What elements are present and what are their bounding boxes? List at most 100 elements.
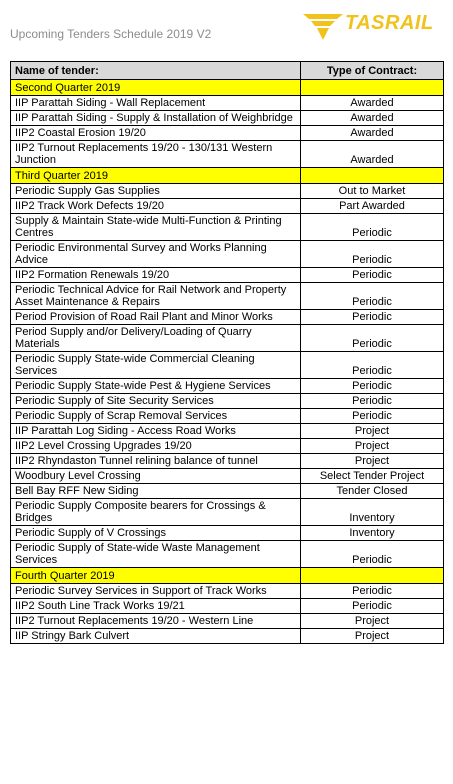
table-row: IIP Parattah Siding - Supply & Installat… — [10, 110, 444, 126]
contract-type: Inventory — [300, 525, 444, 541]
tender-name: IIP2 Turnout Replacements 19/20 - 130/13… — [10, 140, 301, 168]
quarter-heading: Second Quarter 2019 — [10, 79, 301, 96]
table-row: IIP2 Track Work Defects 19/20 Part Awarde… — [10, 198, 444, 214]
tender-name: Periodic Supply of V Crossings — [10, 525, 301, 541]
tender-name: Bell Bay RFF New Siding — [10, 483, 301, 499]
tender-name: IIP Parattah Log Siding - Access Road Wo… — [10, 423, 301, 439]
tender-name: Periodic Survey Services in Support of T… — [10, 583, 301, 599]
contract-type: Periodic — [300, 583, 444, 599]
contract-type: Periodic — [300, 213, 444, 241]
table-row: Periodic Technical Advice for Rail Netwo… — [10, 282, 444, 310]
table-row: Periodic Supply Gas Supplies Out to Marke… — [10, 183, 444, 199]
tender-name: Periodic Supply State-wide Commercial Cl… — [10, 351, 301, 379]
tenders-table: Name of tender: Type of Contract: Second… — [10, 61, 444, 644]
tender-name: Periodic Supply of Scrap Removal Service… — [10, 408, 301, 424]
table-row: IIP Stringy Bark Culvert Project — [10, 628, 444, 644]
contract-type: Project — [300, 423, 444, 439]
table-row: IIP2 Turnout Replacements 19/20 - 130/13… — [10, 140, 444, 168]
contract-type: Awarded — [300, 125, 444, 141]
table-row: IIP2 Rhyndaston Tunnel relining balance … — [10, 453, 444, 469]
quarter-heading: Fourth Quarter 2019 — [10, 567, 301, 584]
tasrail-wing-logo-icon — [303, 14, 343, 40]
contract-type: Periodic — [300, 408, 444, 424]
contract-type: Periodic — [300, 540, 444, 568]
table-row: Woodbury Level Crossing Select Tender Pro… — [10, 468, 444, 484]
table-row: IIP Parattah Siding - Wall Replacement Aw… — [10, 95, 444, 111]
tender-name: Periodic Supply of State-wide Waste Mana… — [10, 540, 301, 568]
contract-type: Awarded — [300, 140, 444, 168]
tender-name: Periodic Supply of Site Security Service… — [10, 393, 301, 409]
contract-type: Periodic — [300, 240, 444, 268]
contract-type: Out to Market — [300, 183, 444, 199]
tender-name: IIP2 Track Work Defects 19/20 — [10, 198, 301, 214]
contract-type: Periodic — [300, 267, 444, 283]
tasrail-logo: TASRAIL — [303, 8, 451, 42]
tender-name: IIP Parattah Siding - Supply & Installat… — [10, 110, 301, 126]
table-row: Supply & Maintain State-wide Multi-Funct… — [10, 213, 444, 241]
quarter-heading-blank — [300, 567, 444, 584]
contract-type: Periodic — [300, 309, 444, 325]
contract-type: Project — [300, 438, 444, 454]
table-row: IIP2 Turnout Replacements 19/20 - Wester… — [10, 613, 444, 629]
contract-type: Project — [300, 613, 444, 629]
table-header-row: Name of tender: Type of Contract: — [10, 61, 444, 80]
tender-name: IIP2 Turnout Replacements 19/20 - Wester… — [10, 613, 301, 629]
table-row: Periodic Supply Composite bearers for Cr… — [10, 498, 444, 526]
tender-name: Woodbury Level Crossing — [10, 468, 301, 484]
table-row: IIP2 Formation Renewals 19/20 Periodic — [10, 267, 444, 283]
table-body: Second Quarter 2019 IIP Parattah Siding -… — [10, 79, 444, 644]
tender-name: Period Provision of Road Rail Plant and … — [10, 309, 301, 325]
contract-type: Periodic — [300, 351, 444, 379]
column-header-type: Type of Contract: — [300, 61, 444, 80]
quarter-heading-row: Fourth Quarter 2019 — [10, 567, 444, 584]
table-row: IIP2 Coastal Erosion 19/20 Awarded — [10, 125, 444, 141]
tender-name: Period Supply and/or Delivery/Loading of… — [10, 324, 301, 352]
contract-type: Awarded — [300, 95, 444, 111]
tender-name: Periodic Technical Advice for Rail Netwo… — [10, 282, 301, 310]
table-row: Periodic Environmental Survey and Works … — [10, 240, 444, 268]
table-row: Periodic Survey Services in Support of T… — [10, 583, 444, 599]
tender-name: IIP2 Coastal Erosion 19/20 — [10, 125, 301, 141]
tender-name: Periodic Environmental Survey and Works … — [10, 240, 301, 268]
tender-name: IIP Parattah Siding - Wall Replacement — [10, 95, 301, 111]
tender-name: IIP2 South Line Track Works 19/21 — [10, 598, 301, 614]
quarter-heading-row: Third Quarter 2019 — [10, 167, 444, 184]
quarter-heading: Third Quarter 2019 — [10, 167, 301, 184]
contract-type: Periodic — [300, 282, 444, 310]
table-row: Periodic Supply of State-wide Waste Mana… — [10, 540, 444, 568]
table-row: Period Supply and/or Delivery/Loading of… — [10, 324, 444, 352]
tender-name: IIP2 Level Crossing Upgrades 19/20 — [10, 438, 301, 454]
contract-type: Project — [300, 628, 444, 644]
column-header-name: Name of tender: — [10, 61, 301, 80]
table-row: IIP2 South Line Track Works 19/21 Periodi… — [10, 598, 444, 614]
contract-type: Tender Closed — [300, 483, 444, 499]
contract-type: Inventory — [300, 498, 444, 526]
tender-name: Periodic Supply Composite bearers for Cr… — [10, 498, 301, 526]
tender-name: IIP2 Formation Renewals 19/20 — [10, 267, 301, 283]
contract-type: Part Awarded — [300, 198, 444, 214]
tender-name: IIP Stringy Bark Culvert — [10, 628, 301, 644]
tender-name: Supply & Maintain State-wide Multi-Funct… — [10, 213, 301, 241]
quarter-heading-row: Second Quarter 2019 — [10, 79, 444, 96]
quarter-heading-blank — [300, 79, 444, 96]
table-row: Periodic Supply State-wide Commercial Cl… — [10, 351, 444, 379]
contract-type: Select Tender Project — [300, 468, 444, 484]
table-row: IIP2 Level Crossing Upgrades 19/20 Projec… — [10, 438, 444, 454]
table-row: Periodic Supply of Scrap Removal Service… — [10, 408, 444, 424]
tender-name: IIP2 Rhyndaston Tunnel relining balance … — [10, 453, 301, 469]
contract-type: Periodic — [300, 324, 444, 352]
table-row: Periodic Supply of Site Security Service… — [10, 393, 444, 409]
table-row: Periodic Supply State-wide Pest & Hygien… — [10, 378, 444, 394]
contract-type: Awarded — [300, 110, 444, 126]
tender-name: Periodic Supply Gas Supplies — [10, 183, 301, 199]
contract-type: Project — [300, 453, 444, 469]
table-row: Periodic Supply of V Crossings Inventory — [10, 525, 444, 541]
logo-text: TASRAIL — [345, 12, 434, 34]
table-row: IIP Parattah Log Siding - Access Road Wo… — [10, 423, 444, 439]
quarter-heading-blank — [300, 167, 444, 184]
contract-type: Periodic — [300, 598, 444, 614]
table-row: Period Provision of Road Rail Plant and … — [10, 309, 444, 325]
contract-type: Periodic — [300, 378, 444, 394]
tender-name: Periodic Supply State-wide Pest & Hygien… — [10, 378, 301, 394]
document-title: Upcoming Tenders Schedule 2019 V2 — [10, 27, 212, 41]
